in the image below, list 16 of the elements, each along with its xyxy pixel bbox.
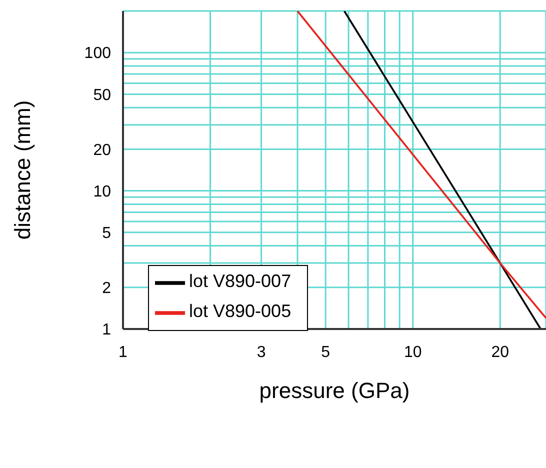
y-tick-label: 5 xyxy=(102,225,112,242)
legend-label: lot V890-005 xyxy=(189,301,292,322)
x-tick-label: 3 xyxy=(256,344,266,361)
y-tick-label: 2 xyxy=(102,280,112,297)
y-tick-label: 10 xyxy=(93,183,112,200)
y-tick-label: 100 xyxy=(84,45,112,62)
x-tick-label: 10 xyxy=(404,344,422,361)
y-tick-label: 20 xyxy=(93,142,112,159)
x-tick-label: 5 xyxy=(321,344,330,361)
y-tick-label: 1 xyxy=(102,322,112,339)
y-axis-title: distance (mm) xyxy=(10,100,35,240)
y-tick-label: 50 xyxy=(93,86,112,104)
legend-label: lot V890-007 xyxy=(189,271,292,292)
x-axis-title: pressure (GPa) xyxy=(259,378,410,403)
x-tick-label: 1 xyxy=(118,344,128,361)
x-tick-label: 20 xyxy=(491,344,510,361)
